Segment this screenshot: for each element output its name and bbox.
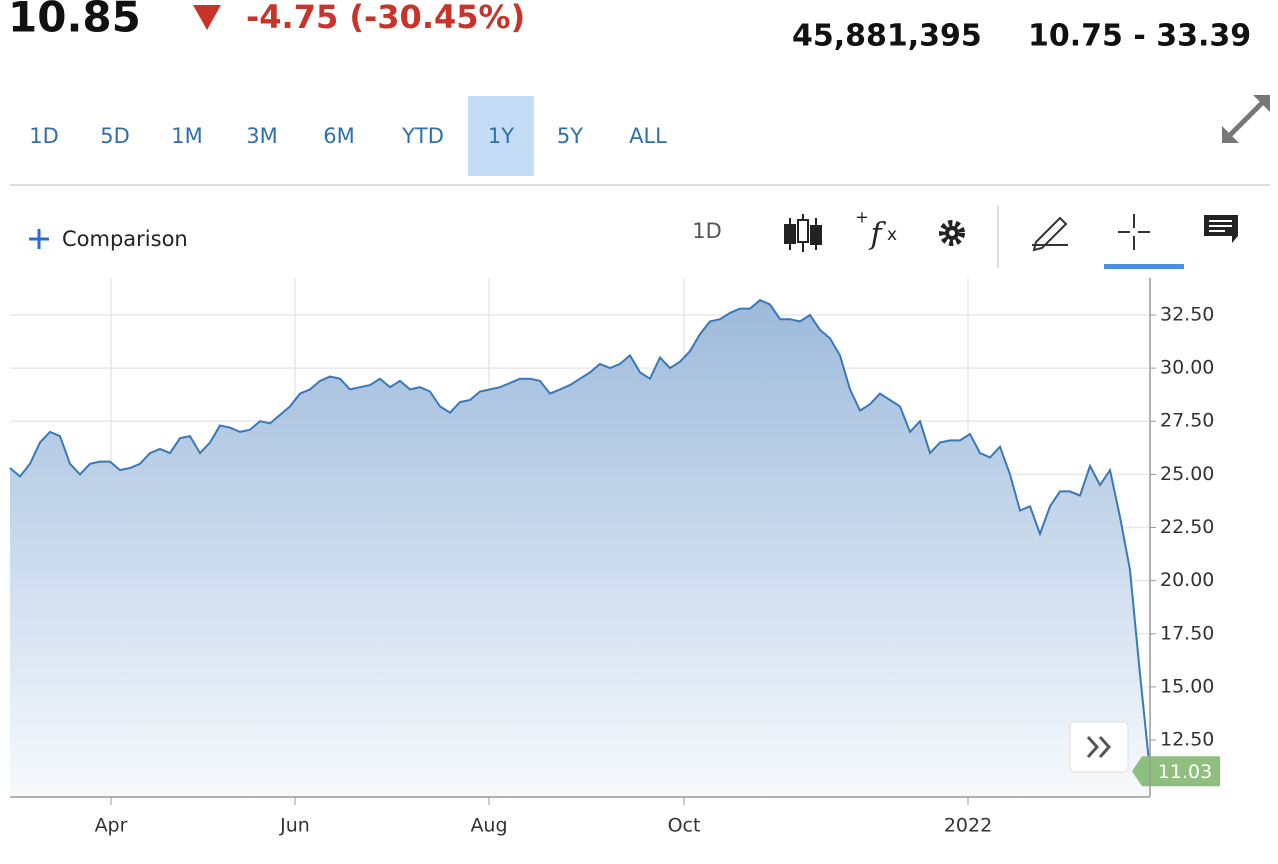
y-tick-label: 27.50: [1160, 410, 1214, 432]
interval[interactable]: 1D: [692, 219, 722, 243]
x-tick-label: Apr: [95, 815, 128, 837]
range-button[interactable]: 3M: [246, 124, 277, 148]
indicators-icon[interactable]: f x +: [855, 208, 897, 253]
last-price-tag: [1132, 756, 1220, 787]
area-fill: [10, 300, 1150, 797]
selected-range-bg: [468, 96, 534, 176]
settings-icon[interactable]: [939, 220, 965, 246]
price: 10.85: [8, 0, 141, 42]
range-button[interactable]: 5D: [100, 124, 130, 148]
volume: 45,881,395: [792, 19, 982, 54]
range-button[interactable]: ALL: [629, 124, 667, 148]
y-tick-label: 25.00: [1160, 463, 1214, 485]
x-tick-label: Jun: [279, 815, 310, 837]
price-line: [9, 298, 1151, 772]
down-arrow: [193, 5, 221, 30]
range-button[interactable]: 6M: [323, 124, 354, 148]
change: -4.75 (-30.45%): [246, 0, 525, 36]
svg-text:+: +: [855, 208, 868, 227]
range-button[interactable]: YTD: [401, 124, 444, 148]
range-button[interactable]: 5Y: [557, 124, 583, 148]
scroll-button[interactable]: [1069, 721, 1129, 773]
y-tick-label: 22.50: [1160, 516, 1214, 538]
x-tick-label: Oct: [668, 815, 701, 837]
draw-icon[interactable]: [1032, 216, 1068, 252]
y-tick-label: 30.00: [1160, 357, 1214, 379]
comparison-label: Comparison: [62, 227, 188, 251]
range-button[interactable]: 1Y: [488, 124, 514, 148]
last-price-label: 11.03: [1158, 761, 1212, 783]
y-tick-label: 12.50: [1160, 729, 1214, 751]
x-tick-label: Aug: [470, 815, 507, 837]
candles-icon[interactable]: [784, 214, 822, 252]
y-tick-label: 32.50: [1160, 303, 1214, 325]
range-button[interactable]: 1D: [29, 124, 59, 148]
x-tick-label: 2022: [944, 815, 992, 837]
active-tool-underline: [1104, 264, 1184, 269]
y-tick-label: 15.00: [1160, 675, 1214, 697]
comparison-button[interactable]: Comparison: [29, 227, 188, 251]
svg-text:x: x: [887, 225, 897, 245]
day-range: 10.75 - 33.39: [1028, 19, 1251, 54]
expand-icon[interactable]: [1222, 95, 1270, 143]
y-tick-label: 20.00: [1160, 569, 1214, 591]
y-tick-label: 17.50: [1160, 622, 1214, 644]
comments-icon[interactable]: [1204, 215, 1238, 243]
svg-text:f: f: [868, 217, 886, 252]
crosshair-icon[interactable]: [1118, 214, 1150, 250]
range-button[interactable]: 1M: [171, 124, 202, 148]
